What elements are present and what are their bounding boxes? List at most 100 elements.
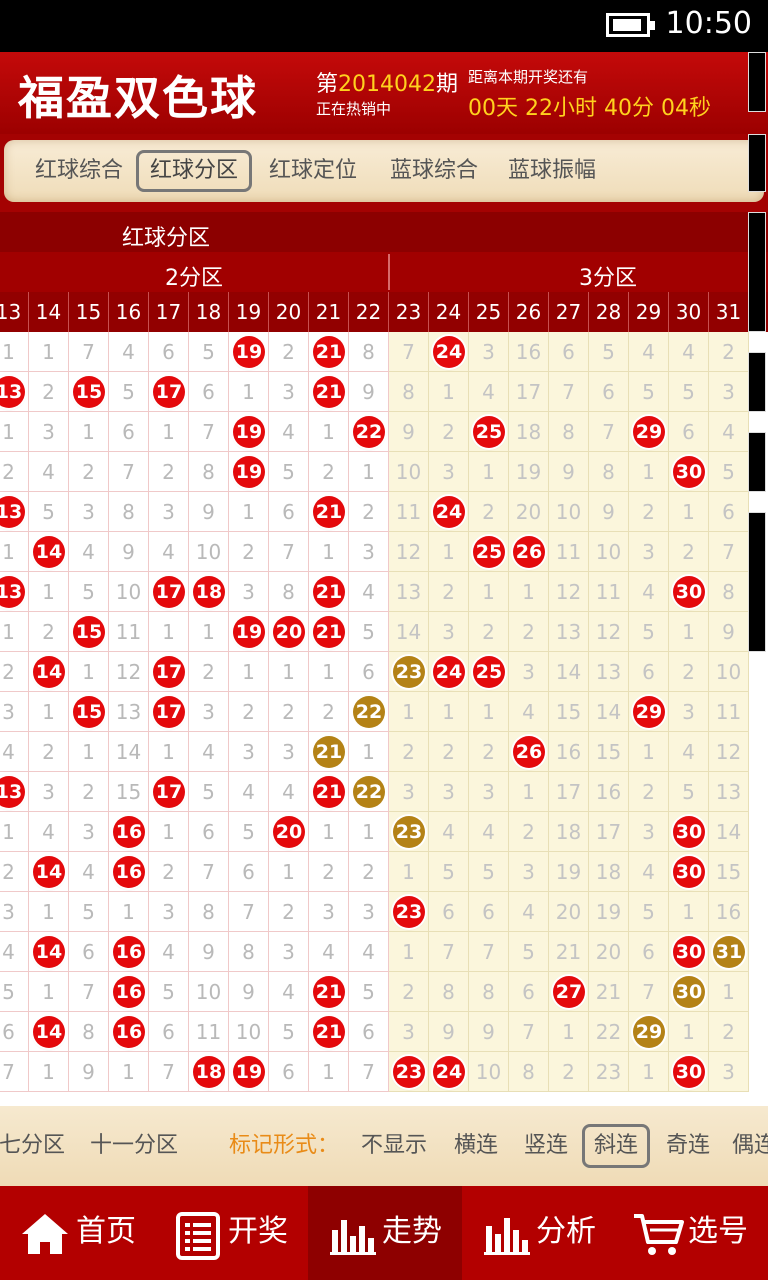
grid-cell: 9 xyxy=(349,372,389,412)
tab-red-position[interactable]: 红球定位 xyxy=(268,158,357,183)
grid-cell: 1 xyxy=(389,852,429,892)
zone-7-option[interactable]: 七分区 xyxy=(0,1133,65,1158)
grid-cell: 25 xyxy=(469,652,509,692)
grid-cell: 4 xyxy=(69,532,109,572)
nav-trend[interactable]: 走势 xyxy=(308,1186,462,1280)
grid-cell: 10 xyxy=(389,452,429,492)
grid-cell: 3 xyxy=(509,852,549,892)
grid-cell: 1 xyxy=(269,652,309,692)
grid-cell: 23 xyxy=(389,892,429,932)
nav-results[interactable]: 开奖 xyxy=(154,1186,308,1280)
grid-cell: 2 xyxy=(469,732,509,772)
grid-cell: 3 xyxy=(669,692,709,732)
grid-cell: 4 xyxy=(469,372,509,412)
grid-cell: 1 xyxy=(149,612,189,652)
grid-cell: 2 xyxy=(349,492,389,532)
red-ball: 16 xyxy=(113,936,145,968)
app-title: 福盈双色球 xyxy=(18,71,258,125)
nav-home[interactable]: 首页 xyxy=(0,1186,154,1280)
grid-cell: 16 xyxy=(109,972,149,1012)
tab-red-zone[interactable]: 红球分区 xyxy=(136,150,252,192)
grid-cell: 3 xyxy=(349,532,389,572)
red-ball: 17 xyxy=(153,696,185,728)
mark-option-none[interactable]: 不显示 xyxy=(360,1133,427,1158)
grid-cell: 1 xyxy=(469,572,509,612)
grid-cell: 6 xyxy=(669,412,709,452)
grid-cell: 13 xyxy=(0,492,29,532)
grid-cell: 24 xyxy=(429,1052,469,1092)
grid-cell: 5 xyxy=(629,372,669,412)
grid-cell: 7 xyxy=(429,932,469,972)
grid-cell: 4 xyxy=(469,812,509,852)
grid-cell: 18 xyxy=(189,1052,229,1092)
grid-cell: 21 xyxy=(309,972,349,1012)
grid-cell: 1 xyxy=(109,892,149,932)
table-title-row: 红球分区 xyxy=(0,212,768,252)
trend-table[interactable]: 红球分区 2分区 3分区 13 14 15 16 17 18 19 20 21 22 23 24 25 2… xyxy=(0,212,768,1106)
grid-cell: 16 xyxy=(589,772,629,812)
grid-cell: 2 xyxy=(0,852,29,892)
issue-suffix: 期 xyxy=(436,72,459,97)
grid-cell: 6 xyxy=(149,332,189,372)
nav-results-label: 开奖 xyxy=(228,1214,288,1249)
grid-cell: 3 xyxy=(69,812,109,852)
grid-cell: 30 xyxy=(669,812,709,852)
grid-cell: 18 xyxy=(549,812,589,852)
grid-cell: 9 xyxy=(389,412,429,452)
mark-option-horizontal[interactable]: 横连 xyxy=(453,1133,498,1158)
grid-cell: 15 xyxy=(709,852,749,892)
grid-cell: 1 xyxy=(389,932,429,972)
grid-cell: 4 xyxy=(429,812,469,852)
column-header: 25 xyxy=(469,292,509,332)
grid-cell: 3 xyxy=(269,932,309,972)
grid-cell: 15 xyxy=(69,372,109,412)
red-ball: 17 xyxy=(153,656,185,688)
grid-cell: 8 xyxy=(469,972,509,1012)
grid-cell: 3 xyxy=(149,492,189,532)
grid-cell: 18 xyxy=(589,852,629,892)
grid-cell: 3 xyxy=(309,892,349,932)
repeat-ball: 22 xyxy=(353,696,385,728)
red-ball: 20 xyxy=(273,816,305,848)
grid-cell: 5 xyxy=(669,772,709,812)
grid-cell: 7 xyxy=(189,412,229,452)
grid-cell: 27 xyxy=(549,972,589,1012)
grid-cell: 1 xyxy=(0,332,29,372)
grid-cell: 2 xyxy=(389,732,429,772)
red-ball: 17 xyxy=(153,376,185,408)
repeat-ball: 31 xyxy=(713,936,745,968)
grid-cell: 1 xyxy=(669,1012,709,1052)
grid-cell: 2 xyxy=(29,372,69,412)
mark-option-even[interactable]: 偶连 xyxy=(732,1133,768,1158)
grid-cell: 4 xyxy=(149,532,189,572)
grid-cell: 17 xyxy=(589,812,629,852)
red-ball: 24 xyxy=(433,656,465,688)
tab-red-overall[interactable]: 红球综合 xyxy=(34,158,123,183)
grid-cell: 19 xyxy=(229,452,269,492)
grid-cell: 5 xyxy=(0,972,29,1012)
zone-11-option[interactable]: 十一分区 xyxy=(89,1133,178,1158)
grid-cell: 2 xyxy=(349,852,389,892)
tab-blue-amplitude[interactable]: 蓝球振幅 xyxy=(507,158,596,183)
grid-cell: 16 xyxy=(109,1012,149,1052)
grid-cell: 3 xyxy=(509,652,549,692)
red-ball: 18 xyxy=(193,1056,225,1088)
nav-pick[interactable]: 选号 xyxy=(616,1186,768,1280)
red-ball: 24 xyxy=(433,1056,465,1088)
grid-cell: 8 xyxy=(549,412,589,452)
grid-cell: 3 xyxy=(629,532,669,572)
mark-option-diagonal[interactable]: 斜连 xyxy=(582,1124,650,1168)
grid-cell: 21 xyxy=(309,612,349,652)
mark-option-odd[interactable]: 奇连 xyxy=(665,1133,710,1158)
nav-analysis[interactable]: 分析 xyxy=(462,1186,616,1280)
tab-blue-overall[interactable]: 蓝球综合 xyxy=(389,158,478,183)
mark-option-vertical[interactable]: 竖连 xyxy=(523,1133,568,1158)
grid-cell: 7 xyxy=(269,532,309,572)
grid-cell: 13 xyxy=(709,772,749,812)
grid-cell: 6 xyxy=(469,892,509,932)
grid-cell: 12 xyxy=(389,532,429,572)
grid-cell: 6 xyxy=(109,412,149,452)
grid-cell: 8 xyxy=(509,1052,549,1092)
grid-cell: 1 xyxy=(229,372,269,412)
grid-cell: 17 xyxy=(549,772,589,812)
